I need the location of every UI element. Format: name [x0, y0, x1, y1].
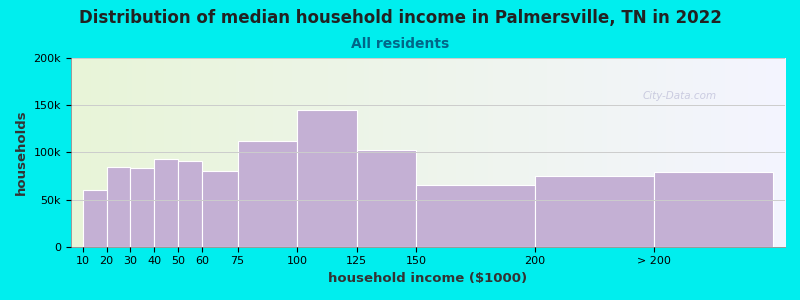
Y-axis label: households: households — [15, 110, 28, 195]
Bar — [178, 161, 202, 247]
Text: City-Data.com: City-Data.com — [642, 91, 716, 101]
Bar — [654, 172, 773, 247]
Bar — [130, 168, 154, 247]
Bar — [357, 149, 416, 247]
Bar — [83, 190, 106, 247]
Bar — [297, 110, 357, 247]
Text: Distribution of median household income in Palmersville, TN in 2022: Distribution of median household income … — [78, 9, 722, 27]
X-axis label: household income ($1000): household income ($1000) — [328, 272, 527, 285]
Bar — [106, 167, 130, 247]
Bar — [416, 185, 535, 247]
Bar — [202, 171, 238, 247]
Text: All residents: All residents — [351, 38, 449, 52]
Bar — [535, 176, 654, 247]
Bar — [238, 141, 297, 247]
Bar — [154, 159, 178, 247]
